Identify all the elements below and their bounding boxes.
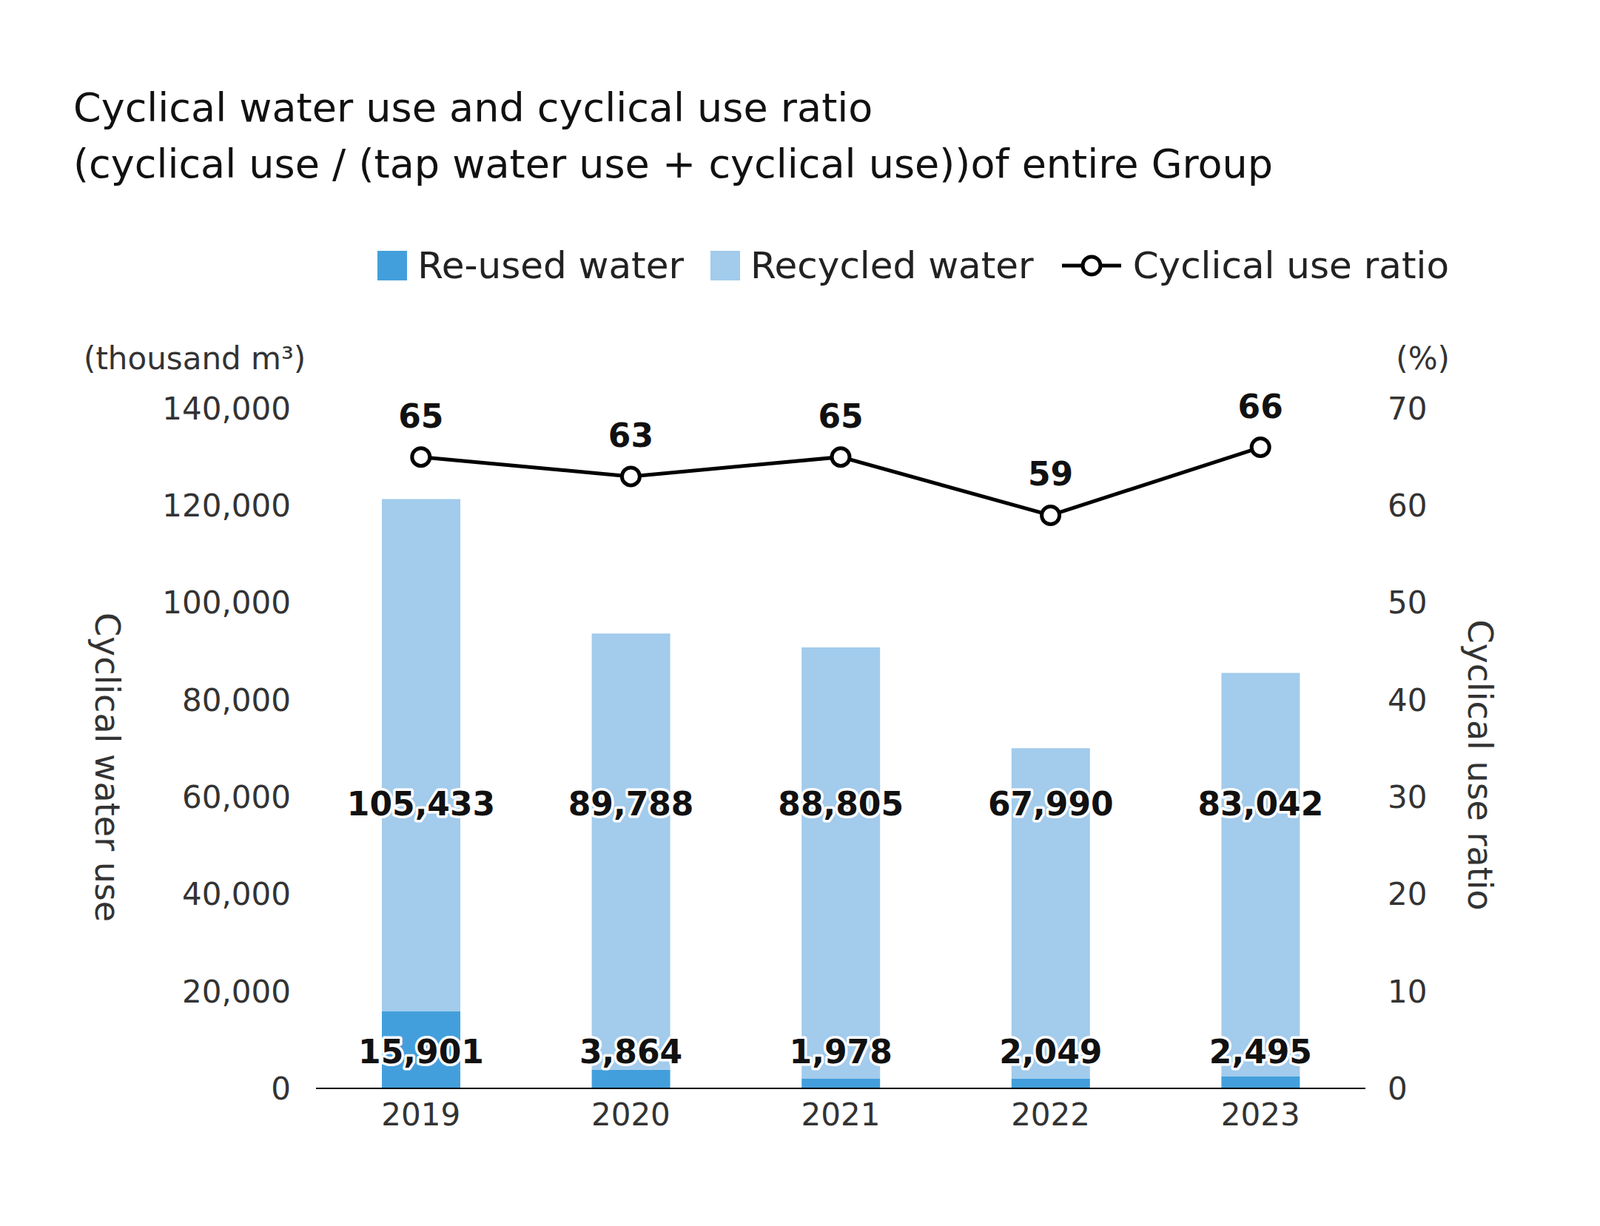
svg-text:40,000: 40,000: [182, 876, 291, 913]
svg-text:2,495: 2,495: [1209, 1033, 1313, 1071]
svg-text:2,049: 2,049: [999, 1033, 1102, 1071]
html-text:Recycled water: Recycled water: [750, 244, 1034, 288]
svg-text:15,901: 15,901: [358, 1033, 484, 1071]
svg-text:89,788: 89,788: [568, 785, 695, 823]
svg-text:60,000: 60,000: [182, 779, 291, 816]
svg-text:2019: 2019: [381, 1096, 461, 1134]
html-text:Re-used water: Re-used water: [417, 244, 684, 288]
svg-text:10: 10: [1387, 973, 1427, 1011]
html-text:Cyclical water use and cyclica: Cyclical water use and cyclical use rati…: [73, 84, 1273, 188]
html-text:Cyclical use ratio: Cyclical use ratio: [1132, 244, 1450, 288]
svg-text:0: 0: [270, 1070, 291, 1108]
svg-text:20,000: 20,000: [182, 973, 291, 1011]
svg-text:83,042: 83,042: [1198, 785, 1324, 823]
html-text:Cyclical use ratio: Cyclical use ratio: [1460, 619, 1501, 911]
svg-text:59: 59: [1027, 455, 1074, 493]
svg-text:100,000: 100,000: [162, 584, 291, 621]
svg-text:105,433: 105,433: [347, 785, 496, 823]
svg-text:60: 60: [1387, 487, 1427, 524]
svg-text:65: 65: [817, 397, 863, 436]
svg-text:1,978: 1,978: [789, 1033, 893, 1071]
svg-text:3,864: 3,864: [579, 1033, 683, 1071]
svg-text:2021: 2021: [801, 1096, 881, 1134]
svg-text:2023: 2023: [1221, 1096, 1301, 1134]
svg-text:88,805: 88,805: [777, 785, 904, 823]
svg-text:66: 66: [1238, 387, 1284, 426]
svg-text:67,990: 67,990: [987, 785, 1114, 823]
html-text:(thousand m³): (thousand m³): [83, 340, 306, 377]
svg-text:65: 65: [398, 397, 444, 436]
svg-text:50: 50: [1387, 584, 1427, 621]
svg-text:70: 70: [1387, 390, 1427, 428]
svg-text:63: 63: [608, 416, 654, 455]
svg-text:0: 0: [1387, 1070, 1408, 1108]
svg-text:20: 20: [1387, 876, 1427, 913]
svg-text:30: 30: [1387, 779, 1427, 816]
svg-text:2022: 2022: [1010, 1096, 1091, 1134]
svg-text:120,000: 120,000: [162, 487, 291, 524]
svg-text:2020: 2020: [591, 1096, 671, 1134]
svg-text:40: 40: [1387, 682, 1427, 719]
svg-text:140,000: 140,000: [162, 390, 291, 428]
html-text:Cyclical water use: Cyclical water use: [87, 612, 128, 923]
svg-text:80,000: 80,000: [182, 682, 291, 719]
